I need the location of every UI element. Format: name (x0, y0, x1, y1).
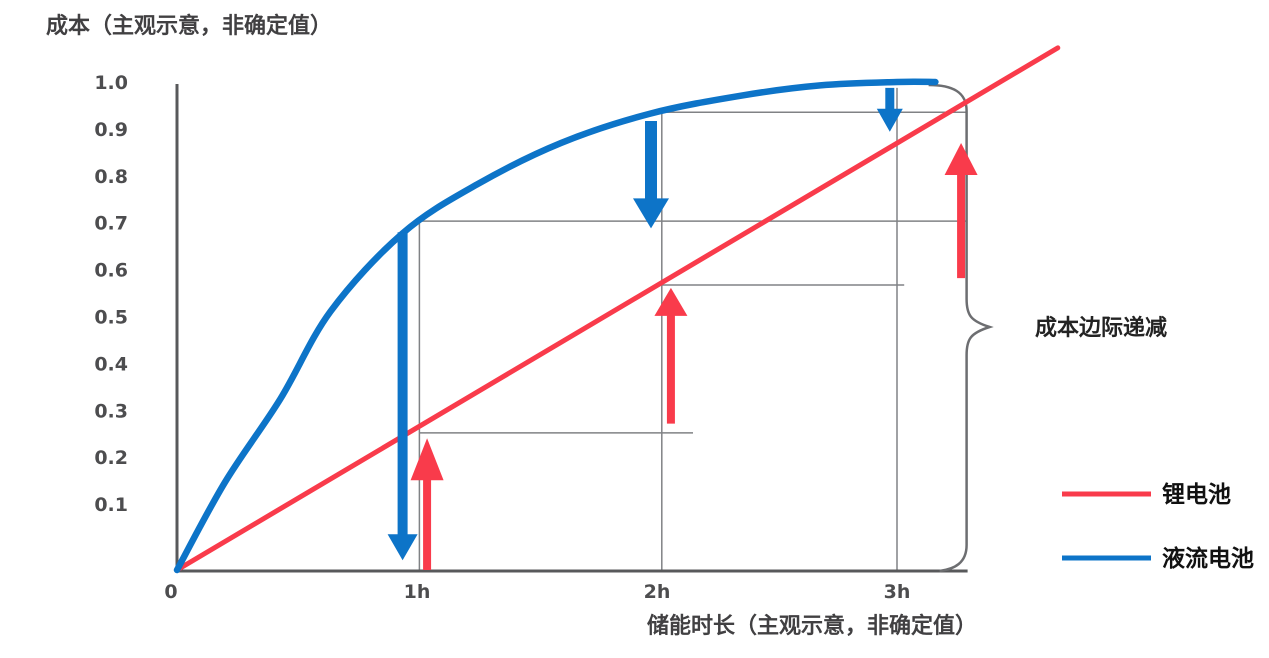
up-arrow (944, 143, 978, 279)
y-tick-label: 0.4 (94, 353, 128, 375)
guidelines-layer (418, 87, 967, 570)
axes-layer (175, 84, 968, 573)
x-tick-label: 0 (164, 581, 177, 603)
tick-labels-layer: 1.0 0.9 0.8 0.7 0.6 0.5 0.4 0.3 0.2 0.1 0 1h 2h 3h (94, 72, 910, 603)
y-tick-label: 1.0 (94, 72, 128, 94)
y-tick-label: 0.3 (94, 400, 128, 422)
legend-label-lithium: 锂电池 (1162, 482, 1231, 508)
y-tick-label: 0.6 (94, 260, 128, 282)
down-arrow (633, 121, 669, 229)
y-tick-label: 0.7 (94, 213, 128, 235)
series-layer (173, 45, 1061, 574)
y-tick-label: 0.8 (94, 166, 128, 188)
up-arrow (654, 287, 688, 424)
x-tick-label: 2h (644, 581, 671, 603)
lithium-battery-line (174, 45, 1061, 573)
x-tick-label: 1h (404, 581, 431, 603)
up-arrow (410, 438, 444, 570)
brace-layer (928, 83, 994, 573)
y-tick-label: 0.2 (94, 447, 128, 469)
flow-battery-curve (173, 78, 939, 574)
chart-title: 成本（主观示意，非确定值） (46, 13, 332, 39)
x-axis-title: 储能时长（主观示意，非确定值） (647, 613, 977, 639)
curly-brace (928, 83, 994, 573)
legend-label-flow: 液流电池 (1162, 545, 1254, 572)
y-tick-label: 0.5 (94, 307, 128, 329)
down-arrow (876, 87, 903, 132)
brace-label: 成本边际递减 (1035, 315, 1167, 341)
y-tick-label: 0.1 (94, 494, 128, 516)
y-tick-label: 0.9 (94, 119, 128, 141)
legend: 锂电池 液流电池 (1062, 482, 1254, 572)
arrows-layer (387, 87, 978, 570)
down-arrow (387, 232, 418, 561)
x-tick-label: 3h (884, 581, 911, 603)
